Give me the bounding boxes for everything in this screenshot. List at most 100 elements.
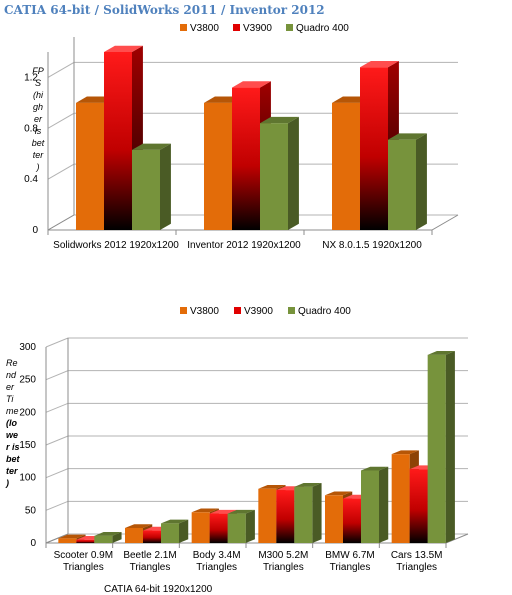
y-axis-title-fragment: ter <box>33 150 45 160</box>
x-category-label-line2: Triangles <box>130 562 171 573</box>
gridline <box>45 337 468 348</box>
y-axis-title-fragment: (lo <box>6 418 17 428</box>
bar-quadro-400 <box>294 483 322 543</box>
bar-top <box>125 524 153 528</box>
legend-label: V3900 <box>244 306 273 317</box>
bar-front <box>258 488 277 543</box>
bar-front <box>227 513 246 543</box>
bar-front <box>361 470 379 543</box>
x-category-label: Cars 13.5M <box>391 550 443 561</box>
bar-front <box>343 498 361 543</box>
bar-front <box>94 535 113 543</box>
legend-swatch <box>180 307 187 314</box>
x-category-label: Solidworks 2012 1920x1200 <box>53 240 179 251</box>
y-tick-label: 150 <box>19 440 36 451</box>
bar-front <box>132 149 160 230</box>
bar-top <box>58 534 86 539</box>
gridline <box>45 435 468 446</box>
bar-front <box>191 512 210 543</box>
x-category-label: Beetle 2.1M <box>123 550 176 561</box>
bar-side <box>112 532 122 543</box>
bar-top <box>161 519 189 524</box>
bar-quadro-400 <box>388 133 427 230</box>
y-axis-title-fragment: ) <box>5 478 9 488</box>
bar-side <box>416 133 427 230</box>
bar-top <box>360 60 399 68</box>
legend-label: V3800 <box>190 306 219 317</box>
bar-side <box>288 116 299 230</box>
bar-top <box>132 143 171 150</box>
x-category-label: Body 3.4M <box>193 550 241 561</box>
y-axis-title-fragment: Ti <box>6 394 14 404</box>
bar-top <box>232 81 271 88</box>
y-tick-label: 300 <box>19 342 36 353</box>
legend-swatch <box>286 24 293 31</box>
floor-edge <box>45 533 69 544</box>
bar-front <box>388 139 416 230</box>
y-tick-label: 0.8 <box>24 123 38 134</box>
y-axis-title-fragment: gh <box>33 102 43 112</box>
bar-side <box>245 509 255 543</box>
legend-label: Quadro 400 <box>298 306 351 317</box>
y-axis-title-fragment: bet <box>6 454 21 464</box>
y-axis-title-fragment: is <box>35 126 42 136</box>
bar-front <box>360 67 388 230</box>
y-axis-title-fragment: nd <box>6 370 17 380</box>
bar-side <box>379 466 389 543</box>
bar-top <box>391 450 419 455</box>
legend-swatch <box>288 307 295 314</box>
bar-front <box>427 354 446 543</box>
bar-quadro-400 <box>227 509 255 543</box>
y-axis-title-fragment: S <box>35 78 41 88</box>
floor-edge <box>47 214 75 231</box>
legend-swatch <box>233 24 240 31</box>
bar-quadro-400 <box>260 116 299 230</box>
y-axis-title-fragment: Re <box>6 358 18 368</box>
bar-top <box>94 532 122 536</box>
bar-front <box>161 523 179 543</box>
y-axis-title-fragment: er <box>6 382 15 392</box>
gridline <box>45 402 468 413</box>
y-axis-title-fragment: we <box>6 430 18 440</box>
bar-quadro-400 <box>94 532 122 543</box>
bar-front <box>260 123 288 230</box>
legend-swatch <box>180 24 187 31</box>
bar-side <box>160 143 171 230</box>
bar-side <box>312 483 322 543</box>
y-tick-label: 0 <box>30 538 36 549</box>
y-axis-title-fragment: (hi <box>33 90 44 100</box>
bar-front <box>276 490 295 543</box>
y-axis-title-fragment: ter <box>6 466 18 476</box>
bar-front <box>204 102 232 230</box>
bar-top <box>294 483 322 487</box>
y-tick-label: 0.4 <box>24 174 38 185</box>
bar-quadro-400 <box>161 519 189 543</box>
bar-quadro-400 <box>361 466 389 543</box>
chart-1: 0 0.4 0.8 1.2 Solidworks 2012 1920x1200 Inven… <box>24 23 459 251</box>
bar-front <box>332 102 360 230</box>
y-axis-title-fragment: r is <box>6 442 20 452</box>
bar-front <box>76 539 95 543</box>
legend-label: V3900 <box>243 23 272 34</box>
y-tick-label: 1.2 <box>24 72 38 83</box>
legend-swatch <box>234 307 241 314</box>
y-axis-title-fragment: me <box>6 406 19 416</box>
bar-front <box>104 52 132 230</box>
legend-label: V3800 <box>190 23 219 34</box>
x-category-label-line2: Triangles <box>330 562 371 573</box>
y-axis-title-fragment: bet <box>32 138 45 148</box>
bar-front <box>391 454 410 543</box>
bar-top <box>427 351 455 355</box>
bar-front <box>325 495 343 543</box>
y-tick-label: 250 <box>19 375 36 386</box>
x-category-label: Inventor 2012 1920x1200 <box>187 240 301 251</box>
bar-top <box>388 133 427 140</box>
bar-top <box>191 508 219 513</box>
bar-front <box>58 538 77 543</box>
x-category-label: BMW 6.7M <box>325 550 374 561</box>
y-axis-title-fragment: ) <box>36 162 40 172</box>
y-tick-label: 50 <box>25 505 37 516</box>
y-tick-label: 0 <box>32 225 38 236</box>
bar-top <box>104 45 143 52</box>
